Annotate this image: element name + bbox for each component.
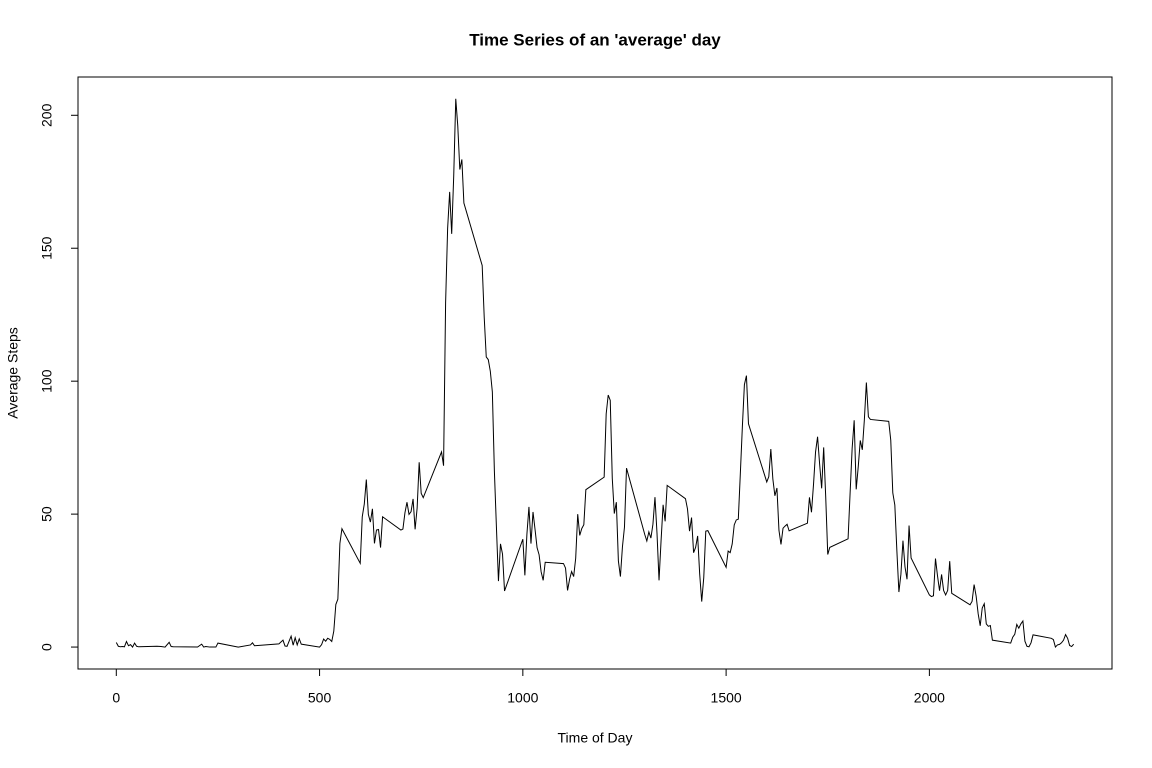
y-axis-label: Average Steps <box>5 327 21 419</box>
series-line <box>115 98 1075 649</box>
x-tick-label: 2000 <box>914 690 945 706</box>
y-tick-label: 0 <box>39 643 55 651</box>
y-tick-label: 100 <box>39 369 55 393</box>
x-tick-label: 500 <box>308 690 332 706</box>
x-axis-label: Time of Day <box>558 730 633 746</box>
y-tick-label: 50 <box>39 506 55 522</box>
x-tick-label: 0 <box>112 690 120 706</box>
y-tick-label: 200 <box>39 103 55 127</box>
y-tick-label: 150 <box>39 236 55 260</box>
x-tick-label: 1000 <box>507 690 538 706</box>
chart-title: Time Series of an 'average' day <box>469 30 721 49</box>
x-tick-label: 1500 <box>711 690 742 706</box>
